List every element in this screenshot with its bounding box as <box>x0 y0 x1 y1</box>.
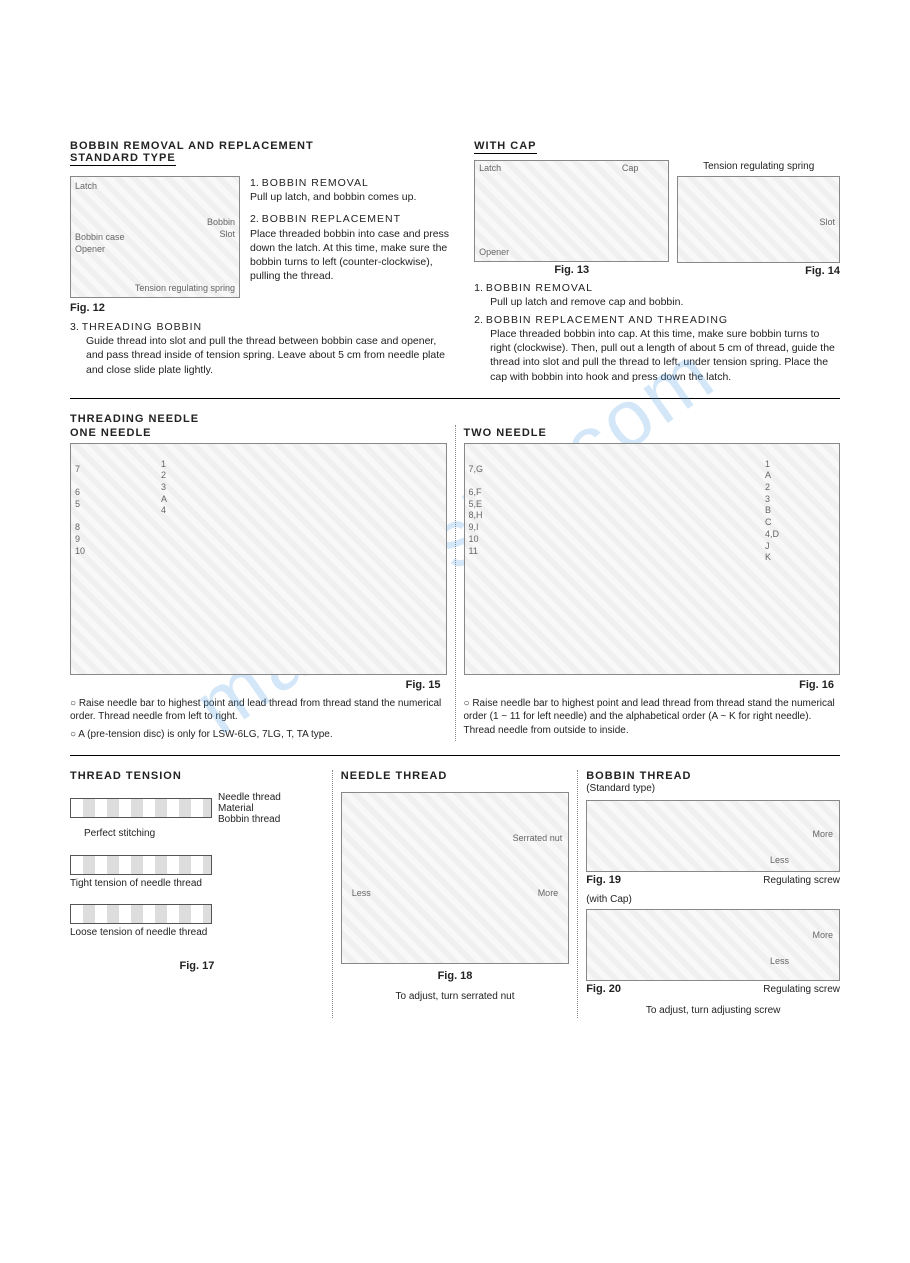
withcap-title: WITH CAP <box>474 140 536 154</box>
fig15-label: 9 <box>75 534 85 546</box>
needle-thread-title: NEEDLE THREAD <box>341 770 569 782</box>
stitch-loose-diagram <box>70 904 212 924</box>
fig16-diagram: 7,G 6,F 5,E 8,H 9,I 10 11 1 A 2 3 B C 4,… <box>464 443 841 675</box>
note-one-b: A (pre-tension disc) is only for LSW-6LG… <box>78 729 332 740</box>
fig16-label: J <box>765 541 779 553</box>
fig13-callout: Opener <box>479 247 509 259</box>
stitch-loose-label: Loose tension of needle thread <box>70 926 324 940</box>
fig15-label: 6 <box>75 487 85 499</box>
fig12-callout: Bobbin <box>207 217 235 229</box>
fig16-label: K <box>765 552 779 564</box>
withcap-item2-title: BOBBIN REPLACEMENT AND THREADING <box>486 314 728 326</box>
bobbin-title: BOBBIN REMOVAL AND REPLACEMENT <box>70 140 454 152</box>
threading-title: THREADING NEEDLE <box>70 413 840 425</box>
fig15-label: A <box>161 494 167 506</box>
fig16-label: 10 <box>469 534 484 546</box>
fig15-label: 10 <box>75 546 85 558</box>
fig13-callout: Cap <box>622 163 639 175</box>
fig20-diagram: More Less <box>586 909 840 981</box>
stitch-tight-label: Tight tension of needle thread <box>70 877 324 891</box>
fig18-caption: Fig. 18 <box>341 970 569 982</box>
bobbin-item1-text: Pull up latch, and bobbin comes up. <box>250 191 416 203</box>
withcap-item1-text: Pull up latch and remove cap and bobbin. <box>474 295 840 309</box>
fig19-regscrew: Regulating screw <box>763 874 840 888</box>
note-two: Raise needle bar to highest point and le… <box>464 698 835 736</box>
fig20-regscrew: Regulating screw <box>763 983 840 997</box>
fig16-label: 1 <box>765 459 779 471</box>
bobbin-item2-title: BOBBIN REPLACEMENT <box>262 213 401 225</box>
fig16-label: 11 <box>469 546 484 558</box>
fig12-callout: Slot <box>207 229 235 241</box>
fig15-diagram: 7 6 5 8 9 10 1 2 3 A 4 <box>70 443 447 675</box>
withcap-item2-text: Place threaded bobbin into cap. At this … <box>474 327 840 384</box>
bobbin-item3-title: THREADING BOBBIN <box>82 321 202 333</box>
fig14-diagram: Slot <box>677 176 840 263</box>
fig15-label: 1 <box>161 459 167 471</box>
fig19-diagram: More Less <box>586 800 840 872</box>
needle-thread-adjust: To adjust, turn serrated nut <box>341 990 569 1004</box>
fig14-caption: Fig. 14 <box>677 265 840 277</box>
bobbin-thread-withcap: (with Cap) <box>586 893 840 907</box>
fig16-label: 9,I <box>469 522 484 534</box>
note-one-a: Raise needle bar to highest point and le… <box>70 698 441 723</box>
fig16-label: 6,F <box>469 487 484 499</box>
bobbin-thread-adjust: To adjust, turn adjusting screw <box>586 1004 840 1018</box>
legend-material: Material <box>218 803 281 814</box>
fig12-callout: Bobbin case <box>75 232 125 244</box>
tension-title: THREAD TENSION <box>70 770 324 782</box>
fig15-label: 5 <box>75 499 85 511</box>
fig15-label: 4 <box>161 505 167 517</box>
fig16-label: 7,G <box>469 464 484 476</box>
legend-needle: Needle thread <box>218 792 281 803</box>
bobbin-item3-text: Guide thread into slot and pull the thre… <box>70 334 454 377</box>
fig16-label: 3 <box>765 494 779 506</box>
legend-bobbin: Bobbin thread <box>218 814 281 825</box>
fig18-label: More <box>538 888 559 900</box>
fig18-label: Less <box>352 888 371 900</box>
fig15-label: 3 <box>161 482 167 494</box>
fig16-label: 5,E <box>469 499 484 511</box>
fig19-label: More <box>812 829 833 841</box>
fig15-label: 2 <box>161 470 167 482</box>
fig15-caption: Fig. 15 <box>70 679 441 691</box>
fig16-label: 8,H <box>469 510 484 522</box>
fig14-callout: Tension regulating spring <box>677 160 840 174</box>
fig16-label: 4,D <box>765 529 779 541</box>
fig14-callout: Slot <box>819 217 835 229</box>
bobbin-item1-title: BOBBIN REMOVAL <box>262 177 369 189</box>
bobbin-thread-title: BOBBIN THREAD <box>586 770 840 782</box>
fig20-label: More <box>812 930 833 942</box>
bobbin-item2-text: Place threaded bobbin into case and pres… <box>250 228 449 283</box>
stitch-tight-diagram <box>70 855 212 875</box>
fig16-label: B <box>765 505 779 517</box>
stitch-perfect-label: Perfect stitching <box>84 827 324 841</box>
two-needle-title: TWO NEEDLE <box>464 427 841 439</box>
fig16-label: C <box>765 517 779 529</box>
fig13-callout: Latch <box>479 163 501 175</box>
fig13-caption: Fig. 13 <box>474 264 669 276</box>
stitch-perfect-diagram <box>70 798 212 818</box>
fig12-caption: Fig. 12 <box>70 302 240 314</box>
fig18-diagram: Serrated nut Less More <box>341 792 569 964</box>
bobbin-subtitle: STANDARD TYPE <box>70 152 176 166</box>
fig12-diagram: Latch Bobbin Slot Bobbin case Opener Ten… <box>70 176 240 298</box>
fig19-caption: Fig. 19 <box>586 874 621 888</box>
fig12-callout: Opener <box>75 244 125 256</box>
fig16-caption: Fig. 16 <box>464 679 835 691</box>
fig19-label: Less <box>770 855 789 867</box>
fig17-caption: Fig. 17 <box>70 960 324 972</box>
fig20-label: Less <box>770 956 789 968</box>
fig15-label: 8 <box>75 522 85 534</box>
fig20-caption: Fig. 20 <box>586 983 621 997</box>
fig15-label: 7 <box>75 464 85 476</box>
fig18-label: Serrated nut <box>513 833 563 845</box>
fig12-callout: Tension regulating spring <box>135 283 235 295</box>
withcap-item1-title: BOBBIN REMOVAL <box>486 282 593 294</box>
bobbin-thread-standard: (Standard type) <box>586 782 840 796</box>
fig16-label: A <box>765 470 779 482</box>
fig13-diagram: Latch Cap Opener <box>474 160 669 262</box>
one-needle-title: ONE NEEDLE <box>70 427 447 439</box>
fig12-callout: Latch <box>75 181 97 193</box>
fig16-label: 2 <box>765 482 779 494</box>
